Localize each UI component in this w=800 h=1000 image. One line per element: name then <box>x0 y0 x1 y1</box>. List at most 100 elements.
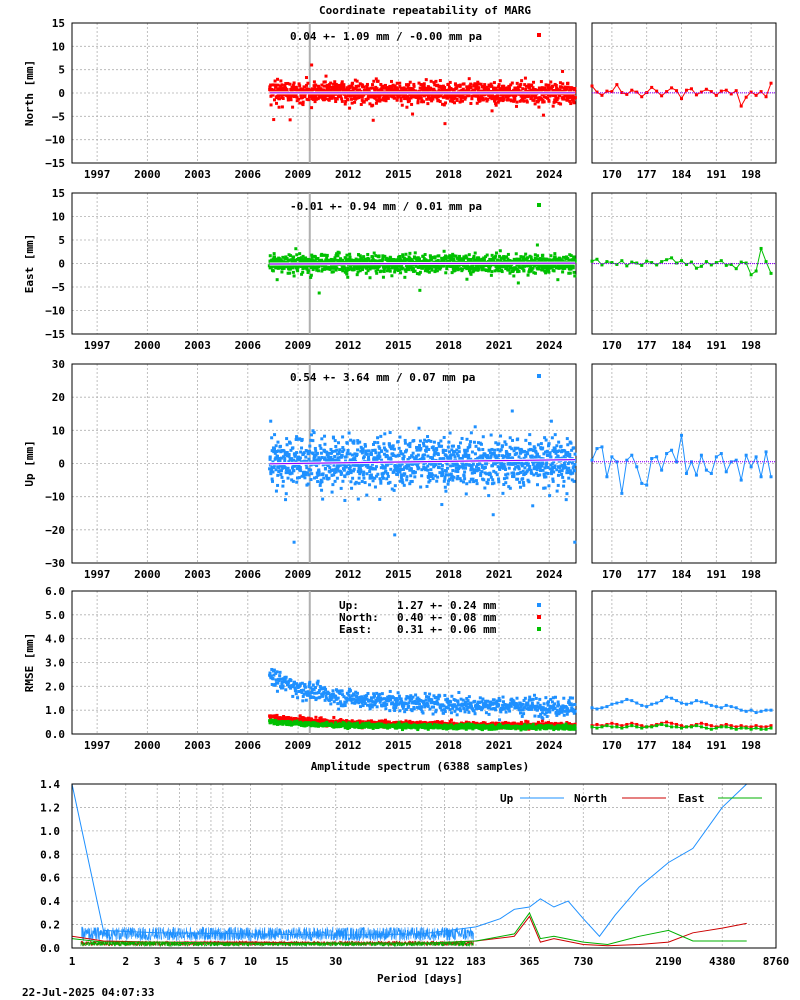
up-point <box>479 473 483 477</box>
up-point <box>468 443 472 447</box>
up-point <box>334 444 338 448</box>
up-point <box>565 468 569 472</box>
up-ytick-label: −10 <box>45 491 65 504</box>
up-point <box>285 443 289 447</box>
up-point <box>418 439 422 443</box>
rmse-point <box>353 700 357 704</box>
east-point <box>548 264 552 268</box>
up-point <box>529 468 533 472</box>
up-point <box>504 442 508 446</box>
rmse-point <box>463 703 467 707</box>
up-point <box>318 444 322 448</box>
north-point <box>298 101 302 105</box>
up-point <box>399 449 403 453</box>
north-point <box>573 96 577 100</box>
north-point <box>368 93 372 97</box>
up-point <box>365 493 369 497</box>
north-point <box>500 88 504 92</box>
up-point <box>530 471 534 475</box>
rmse-point <box>270 667 274 671</box>
up-zoom-point <box>744 453 748 457</box>
rmse-point <box>272 673 276 677</box>
north-point <box>318 95 322 99</box>
north-point <box>315 89 319 93</box>
up-zoom-point <box>734 458 738 462</box>
east-point <box>433 255 437 259</box>
up-zoom-point <box>640 481 644 485</box>
up-point <box>457 450 461 454</box>
north-point <box>313 87 317 91</box>
up-ytick-label: 10 <box>52 424 65 437</box>
east-point <box>325 253 329 257</box>
north-zoom-point <box>729 92 733 96</box>
north-point <box>305 87 309 91</box>
east-points <box>267 243 577 295</box>
rmse-point <box>402 704 406 708</box>
east-point <box>418 270 422 274</box>
north-point <box>324 74 328 78</box>
north-point <box>456 94 460 98</box>
up-point <box>471 477 475 481</box>
up-point <box>368 470 372 474</box>
up-point <box>333 479 337 483</box>
up-point <box>313 446 317 450</box>
north-point <box>308 88 312 92</box>
north-point <box>310 63 314 67</box>
east-point <box>409 265 413 269</box>
up-point <box>379 479 383 483</box>
up-point <box>483 471 487 475</box>
up-zoom-point <box>655 455 659 459</box>
north-point <box>475 85 479 89</box>
up-point <box>382 442 386 446</box>
north-point <box>269 103 273 107</box>
north-zoom-point <box>610 90 614 94</box>
up-point <box>315 458 319 462</box>
up-point <box>508 445 512 449</box>
up-point <box>299 450 303 454</box>
east-point <box>564 265 568 269</box>
east-point <box>330 264 334 268</box>
north-point <box>438 79 442 83</box>
rmse-point <box>463 710 467 714</box>
east-point <box>561 259 565 263</box>
up-point <box>529 454 533 458</box>
up-point <box>392 488 396 492</box>
rmse-point <box>301 699 305 703</box>
east-point <box>282 266 286 270</box>
up-point <box>444 489 448 493</box>
north-zoom-point <box>714 93 718 97</box>
up-point <box>279 472 283 476</box>
rmse-point <box>446 706 450 710</box>
east-point <box>533 253 537 257</box>
east-point <box>286 271 290 275</box>
east-point <box>506 264 510 268</box>
up-point <box>269 470 273 474</box>
north-point <box>542 95 546 99</box>
north-point <box>489 82 493 86</box>
up-point <box>405 475 409 479</box>
rmse-point <box>277 679 281 683</box>
up-point <box>356 439 360 443</box>
up-point <box>537 455 541 459</box>
rmse-point <box>397 702 401 706</box>
north-point <box>271 83 275 87</box>
rmse-point <box>286 683 290 687</box>
north-point <box>501 92 505 96</box>
north-point <box>425 97 429 101</box>
up-zoom-point <box>630 453 634 457</box>
rmse-point <box>371 703 375 707</box>
north-point <box>569 102 573 106</box>
east-point <box>439 265 443 269</box>
up-point <box>538 466 542 470</box>
east-point <box>418 257 422 261</box>
up-point <box>309 478 313 482</box>
up-point <box>540 464 544 468</box>
east-point <box>298 258 302 262</box>
up-point <box>319 446 323 450</box>
north-point <box>498 87 502 91</box>
up-point <box>492 451 496 455</box>
up-point <box>434 463 438 467</box>
up-point <box>295 480 299 484</box>
east-point <box>508 271 512 275</box>
up-xtick-label: 2015 <box>385 568 412 581</box>
